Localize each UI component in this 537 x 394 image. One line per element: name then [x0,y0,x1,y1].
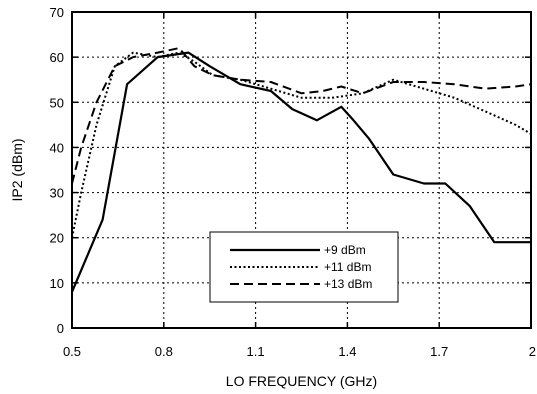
legend-label: +9 dBm [324,243,366,257]
x-axis-title: LO FREQUENCY (GHz) [226,373,377,389]
x-tick-label: 0.8 [155,344,173,359]
y-tick-label: 10 [50,276,64,291]
x-tick-label: 1.4 [338,344,356,359]
x-tick-label: 0.5 [63,344,81,359]
y-tick-label: 20 [50,231,64,246]
y-tick-label: 70 [50,5,64,20]
series-line-solid [70,51,531,293]
y-tick-label: 30 [50,186,64,201]
y-axis-title: IP2 (dBm) [9,138,25,201]
series-line-dotted [71,51,532,238]
legend: +9 dBm +11 dBm +13 dBm [209,231,399,303]
y-tick-label: 40 [50,140,64,155]
series-line-dashed [71,47,532,184]
series-lines [70,47,532,293]
grid [72,12,531,328]
x-tick-label: 1.7 [430,344,448,359]
x-tick-label: 1.1 [247,344,265,359]
legend-label: +11 dBm [324,260,371,274]
y-tick-label: 50 [50,95,64,110]
plot-frame [71,11,532,329]
y-tick-label: 60 [50,50,64,65]
y-tick-label: 0 [57,321,64,336]
legend-label: +13 dBm [324,277,372,291]
x-tick-label: 2 [529,344,536,359]
